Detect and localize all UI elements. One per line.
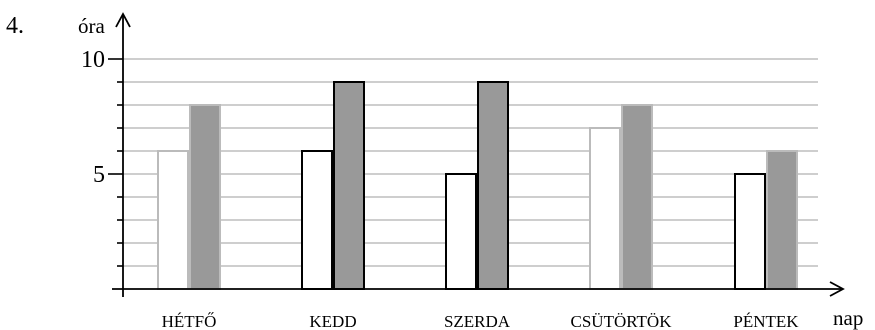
bar-series-1 bbox=[445, 173, 477, 290]
bar-series-2 bbox=[621, 104, 653, 290]
y-tick-label: 5 bbox=[93, 162, 105, 188]
x-tick-label: KEDD bbox=[309, 312, 356, 330]
bar-series-1 bbox=[301, 150, 333, 290]
bar-series-2 bbox=[189, 104, 221, 290]
axes bbox=[108, 12, 845, 297]
bar-series-1 bbox=[157, 150, 189, 290]
bars bbox=[157, 81, 798, 290]
x-axis-label: nap bbox=[833, 306, 863, 330]
x-axis-arrow bbox=[829, 281, 845, 297]
x-tick-label: CSÜTÖRTÖK bbox=[571, 312, 673, 330]
y-axis-arrow bbox=[115, 12, 131, 28]
bar-series-2 bbox=[766, 150, 798, 290]
x-tick-label: HÉTFŐ bbox=[162, 312, 217, 330]
x-tick-label: PÉNTEK bbox=[733, 312, 799, 330]
tick-labels: 5 10 HÉTFŐ KEDD SZERDA CSÜTÖRTÖK PÉNTEK bbox=[81, 47, 799, 330]
bar-series-2 bbox=[477, 81, 509, 290]
y-tick-label: 10 bbox=[81, 47, 105, 73]
bar-series-1 bbox=[734, 173, 766, 290]
x-tick-label: SZERDA bbox=[444, 312, 511, 330]
problem-number: 4. bbox=[6, 13, 24, 39]
bar-series-2 bbox=[333, 81, 365, 290]
bar-series-1 bbox=[589, 127, 621, 290]
y-axis-label: óra bbox=[78, 14, 105, 38]
